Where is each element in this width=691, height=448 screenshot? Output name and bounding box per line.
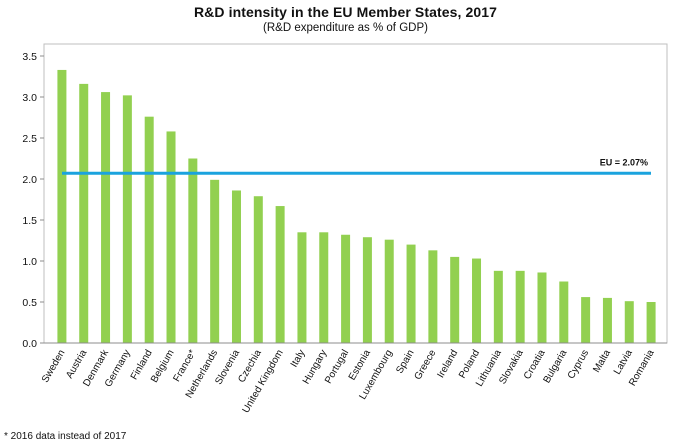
plot-frame bbox=[43, 43, 668, 344]
eu-average-label: EU = 2.07% bbox=[600, 157, 648, 167]
bar bbox=[581, 297, 591, 343]
bar bbox=[472, 258, 482, 343]
x-tick-label: Malta bbox=[591, 348, 613, 375]
bar bbox=[253, 196, 263, 343]
bar bbox=[537, 272, 547, 343]
y-tick-label: 3.5 bbox=[22, 51, 37, 63]
bar bbox=[428, 250, 438, 343]
bar bbox=[559, 281, 569, 343]
y-tick-label: 1.5 bbox=[22, 215, 37, 227]
bar bbox=[341, 234, 351, 343]
bar bbox=[79, 83, 89, 343]
x-tick-label: Cyprus bbox=[566, 348, 591, 381]
y-tick-label: 0.5 bbox=[22, 297, 37, 309]
x-tick-label: Greece bbox=[413, 348, 439, 382]
x-tick-label: Italy bbox=[289, 348, 308, 369]
chart-subtitle: (R&D expenditure as % of GDP) bbox=[263, 22, 428, 34]
x-tick-label: Spain bbox=[394, 348, 416, 376]
bar bbox=[319, 232, 329, 343]
bar bbox=[646, 302, 656, 343]
bar bbox=[101, 92, 111, 343]
bar bbox=[493, 270, 503, 343]
bar bbox=[624, 301, 634, 343]
chart-title: R&D intensity in the EU Member States, 2… bbox=[193, 4, 498, 20]
bar bbox=[231, 190, 241, 343]
bar bbox=[210, 179, 220, 343]
bar bbox=[515, 270, 525, 343]
bar bbox=[406, 244, 416, 343]
bar bbox=[362, 237, 372, 343]
bar bbox=[297, 232, 307, 343]
bar bbox=[275, 206, 285, 343]
footnote: * 2016 data instead of 2017 bbox=[4, 431, 127, 442]
bar bbox=[166, 131, 176, 343]
y-tick-label: 3.0 bbox=[22, 92, 37, 104]
bar bbox=[384, 239, 394, 343]
bar bbox=[602, 297, 612, 343]
x-tick-label: Sweden bbox=[40, 348, 68, 385]
bar bbox=[122, 95, 132, 343]
y-tick-label: 2.0 bbox=[22, 174, 37, 186]
y-tick-label: 0.0 bbox=[22, 338, 37, 350]
bar bbox=[188, 158, 198, 343]
y-tick-label: 1.0 bbox=[22, 256, 37, 268]
y-tick-label: 2.5 bbox=[22, 133, 37, 145]
x-tick-label: Latvia bbox=[612, 348, 635, 377]
bar bbox=[57, 69, 67, 343]
bar bbox=[450, 256, 460, 343]
bar bbox=[144, 116, 154, 344]
